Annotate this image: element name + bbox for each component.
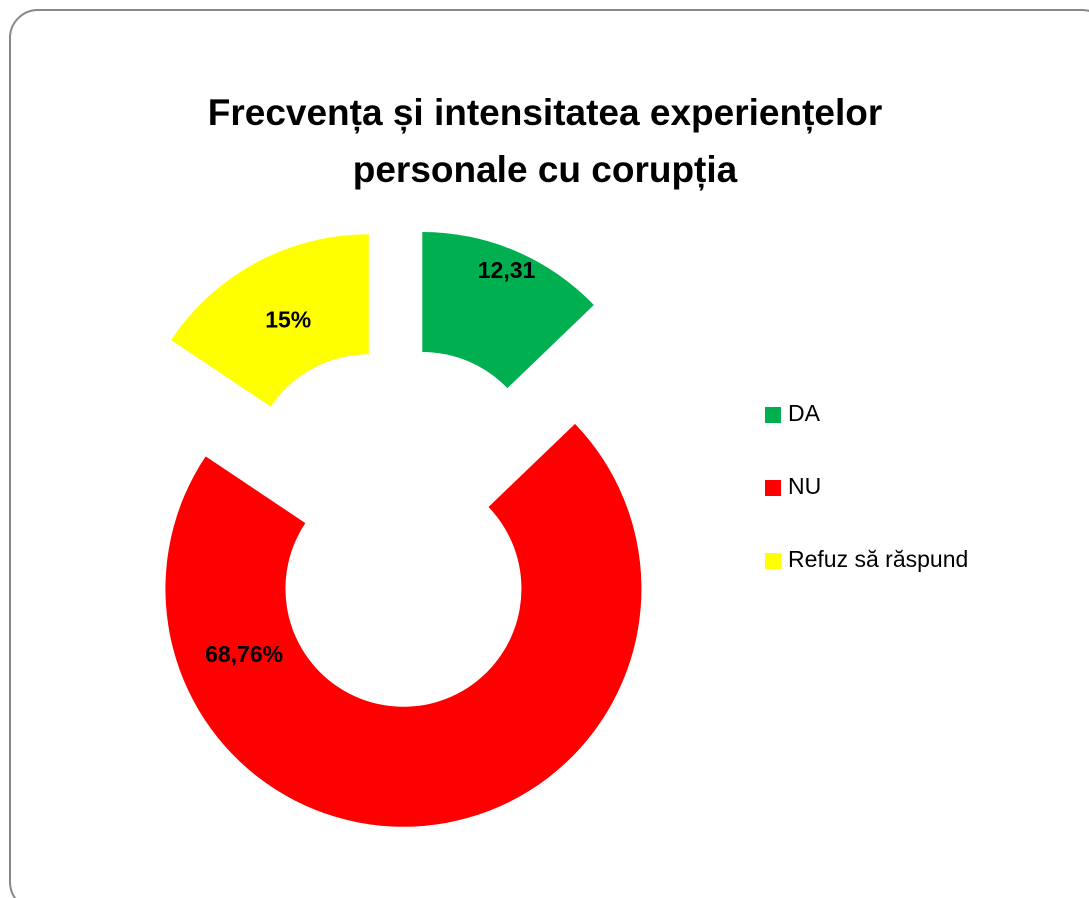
donut-segment	[422, 231, 594, 389]
legend-swatch	[765, 407, 781, 423]
legend-swatch	[765, 480, 781, 496]
donut-segment	[165, 423, 642, 827]
legend-label: DA	[788, 400, 821, 426]
value-label: 15%	[265, 307, 311, 333]
legend-label: NU	[788, 473, 821, 499]
donut-segment	[170, 234, 369, 407]
chart-title: personale cu corupția	[353, 149, 738, 191]
value-label: 68,76%	[205, 641, 283, 667]
chart-title: Frecvența și intensitatea experiențelor	[208, 92, 883, 134]
legend-label: Refuz să răspund	[788, 546, 968, 572]
legend-swatch	[765, 553, 781, 569]
value-label: 12,31	[478, 257, 536, 283]
